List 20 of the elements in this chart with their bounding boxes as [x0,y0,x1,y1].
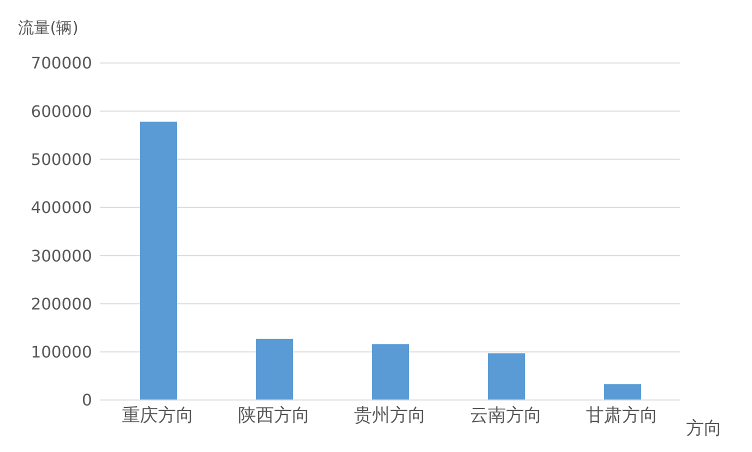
bar [256,338,293,400]
y-tick-label: 700000 [30,54,92,73]
bar [604,384,641,400]
y-tick-label: 300000 [30,246,92,266]
y-tick-label: 500000 [30,150,92,169]
bar [372,344,409,400]
x-tick-label: 甘肃方向 [586,404,658,426]
bar [488,353,525,400]
x-axis-title: 方向 [686,417,722,440]
y-tick-label: 200000 [30,294,92,314]
y-tick-label: 0 [82,390,92,410]
x-tick-label: 贵州方向 [354,404,426,426]
x-tick-label: 云南方向 [470,404,542,426]
y-tick-label: 400000 [30,198,92,218]
x-tick-label: 陕西方向 [238,404,310,426]
y-tick-label: 100000 [30,342,92,362]
y-tick-label: 600000 [30,102,92,121]
x-tick-label: 重庆方向 [122,404,194,426]
bar [140,122,177,400]
y-axis-title: 流量(辆) [18,18,78,39]
